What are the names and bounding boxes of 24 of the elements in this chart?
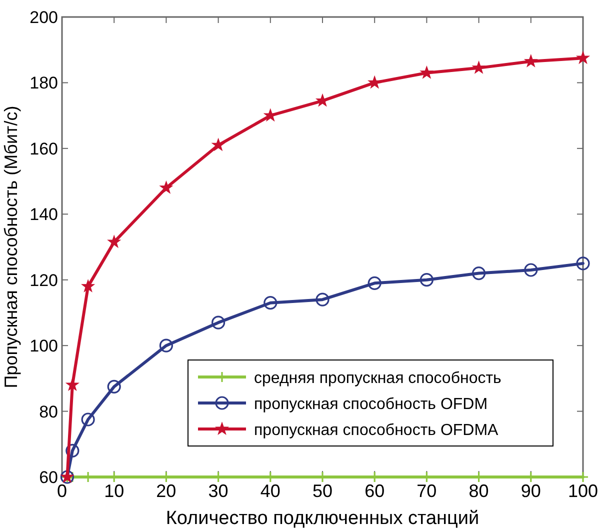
y-tick-label: 140 [30,205,58,224]
x-tick-label: 0 [56,481,68,501]
x-tick-label: 30 [208,481,228,501]
x-axis-title: Количество подключенных станций [166,508,480,529]
y-axis-title: Пропускная способность (Мбит/с) [1,106,21,388]
x-tick-label: 100 [568,481,598,501]
y-tick-label: 80 [39,402,58,422]
x-tick-label: 90 [520,481,541,501]
y-tick-label: 200 [30,8,58,27]
legend-label: средняя пропускная способность [254,370,502,387]
legend-label: пропускная способность OFDMA [254,422,499,439]
x-tick-label: 50 [312,481,333,501]
x-tick-label: 20 [156,481,176,501]
y-tick-label: 180 [30,74,58,93]
y-tick-label: 120 [30,270,58,290]
x-tick-label: 80 [468,481,489,501]
y-tick-label: 160 [30,139,58,158]
x-tick-label: 10 [104,481,124,501]
x-tick-label: 60 [364,481,385,501]
legend-label: пропускная способность OFDM [254,396,488,413]
x-tick-label: 40 [260,481,280,501]
y-tick-label: 100 [30,336,58,356]
x-tick-label: 70 [416,481,437,501]
y-tick-label: 60 [39,468,58,487]
